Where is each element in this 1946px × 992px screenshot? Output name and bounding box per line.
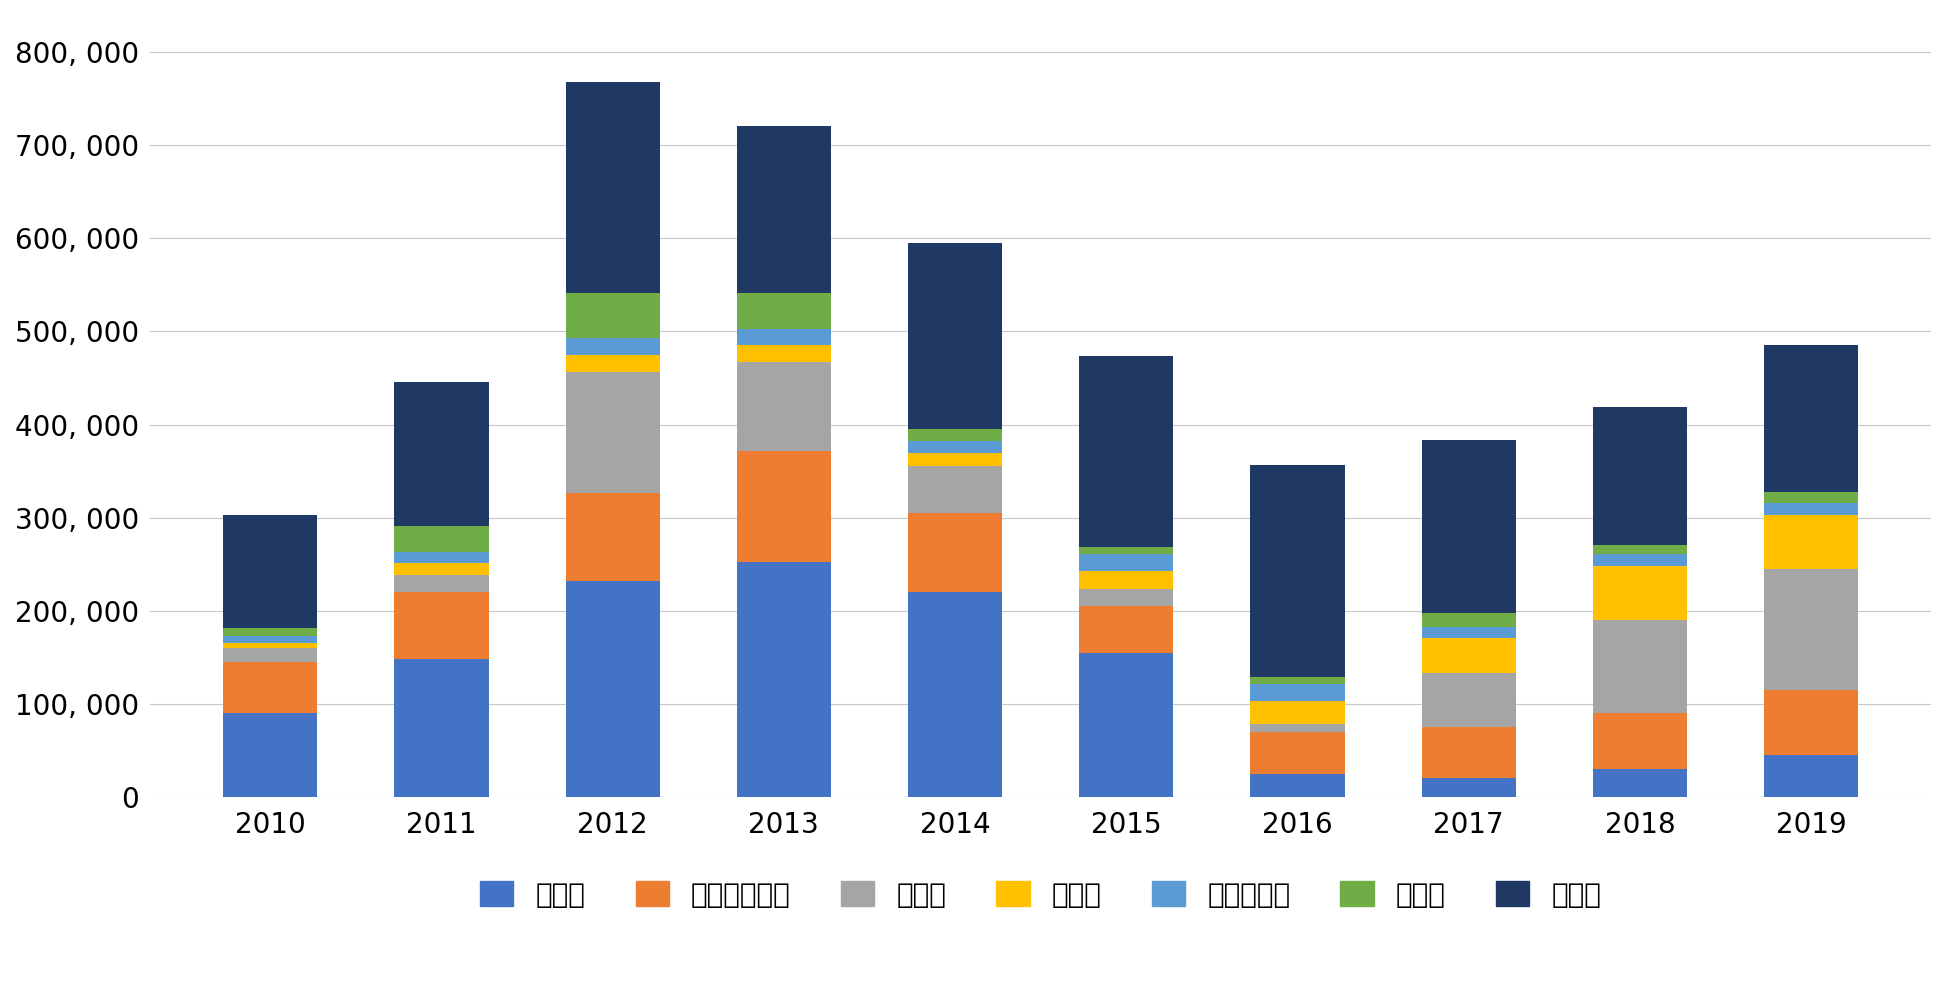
Bar <box>1765 503 1858 515</box>
Bar <box>1251 774 1345 797</box>
Bar <box>909 513 1002 592</box>
Bar <box>909 243 1002 430</box>
Bar <box>738 450 831 562</box>
Bar <box>1765 755 1858 797</box>
Bar <box>224 644 317 648</box>
Bar <box>738 328 831 345</box>
Bar <box>224 629 317 636</box>
Bar <box>224 636 317 644</box>
Bar <box>738 362 831 450</box>
Bar <box>1080 554 1173 570</box>
Bar <box>1251 464 1345 677</box>
Bar <box>909 452 1002 466</box>
Bar <box>1080 653 1173 797</box>
Bar <box>1765 568 1858 689</box>
Bar <box>1080 606 1173 653</box>
Bar <box>395 526 488 553</box>
Bar <box>1251 724 1345 732</box>
Bar <box>1594 566 1687 620</box>
Bar <box>1423 674 1516 727</box>
Bar <box>1423 440 1516 613</box>
Bar <box>566 338 660 355</box>
Bar <box>1251 701 1345 724</box>
Bar <box>1594 620 1687 713</box>
Bar <box>224 713 317 797</box>
Bar <box>1251 677 1345 684</box>
Bar <box>738 294 831 328</box>
Bar <box>1251 684 1345 701</box>
Bar <box>566 82 660 294</box>
Bar <box>909 441 1002 452</box>
Bar <box>1765 345 1858 492</box>
Bar <box>738 126 831 294</box>
Bar <box>738 562 831 797</box>
Bar <box>1594 769 1687 797</box>
Legend: ベナン, ナイジェリア, リビア, ギニア, カメルーン, ガーナ, その他: ベナン, ナイジェリア, リビア, ギニア, カメルーン, ガーナ, その他 <box>481 881 1602 910</box>
Bar <box>909 592 1002 797</box>
Bar <box>738 345 831 362</box>
Bar <box>1423 613 1516 627</box>
Bar <box>566 372 660 493</box>
Bar <box>395 563 488 575</box>
Bar <box>1080 570 1173 589</box>
Bar <box>395 553 488 563</box>
Bar <box>566 581 660 797</box>
Bar <box>395 592 488 659</box>
Bar <box>1594 407 1687 545</box>
Bar <box>224 648 317 662</box>
Bar <box>566 355 660 372</box>
Bar <box>395 659 488 797</box>
Bar <box>1594 545 1687 554</box>
Bar <box>1765 515 1858 568</box>
Bar <box>1423 779 1516 797</box>
Bar <box>1080 589 1173 606</box>
Bar <box>1423 627 1516 638</box>
Bar <box>566 493 660 581</box>
Bar <box>395 382 488 526</box>
Bar <box>224 515 317 629</box>
Bar <box>909 466 1002 513</box>
Bar <box>1765 689 1858 755</box>
Bar <box>1080 356 1173 547</box>
Bar <box>909 430 1002 441</box>
Bar <box>1251 732 1345 774</box>
Bar <box>224 662 317 713</box>
Bar <box>395 575 488 592</box>
Bar <box>1080 547 1173 554</box>
Bar <box>566 294 660 338</box>
Bar <box>1423 638 1516 674</box>
Bar <box>1765 492 1858 503</box>
Bar <box>1594 713 1687 769</box>
Bar <box>1423 727 1516 779</box>
Bar <box>1594 554 1687 566</box>
